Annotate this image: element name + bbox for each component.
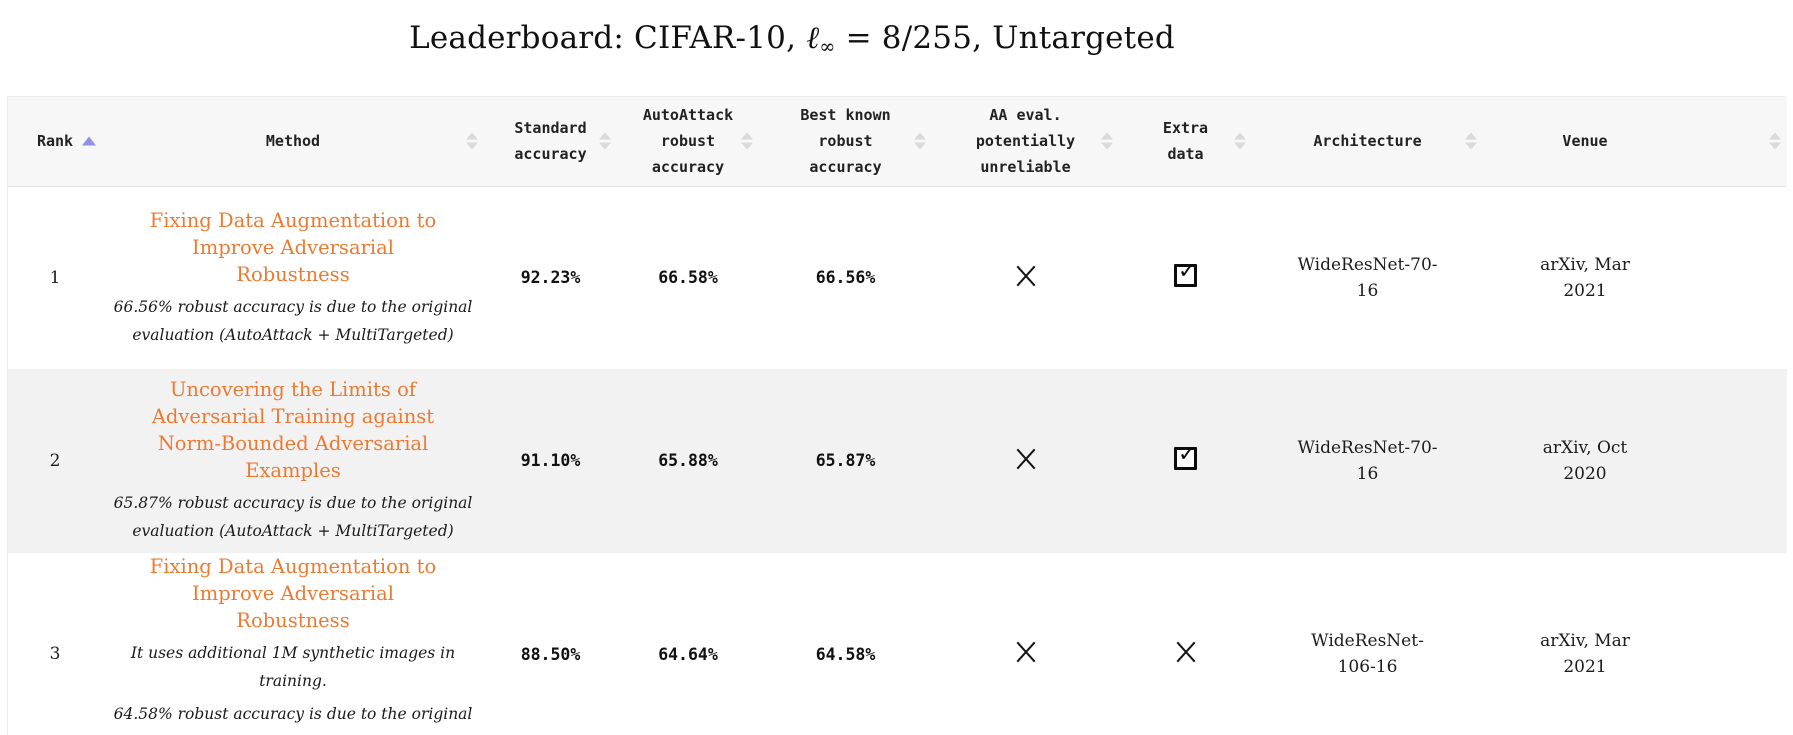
best-known-robust-accuracy-cell: 64.58% <box>759 552 932 735</box>
architecture-cell: WideResNet-106-16 <box>1252 552 1483 735</box>
table-row: 1 Fixing Data Augmentation to Improve Ad… <box>8 186 1787 370</box>
extra-data-cell: ✓ <box>1119 186 1252 370</box>
best-known-robust-accuracy-cell: 65.87% <box>759 369 932 553</box>
method-link[interactable]: Fixing Data Augmentation to Improve Adve… <box>149 554 437 632</box>
column-label: Rank <box>36 132 74 151</box>
table-row: 3 Fixing Data Augmentation to Improve Ad… <box>8 552 1787 735</box>
venue-cell: arXiv, Oct 2020 <box>1483 369 1787 553</box>
autoattack-robust-accuracy-cell: 65.88% <box>617 369 759 553</box>
check-icon: ✓ <box>1178 259 1197 284</box>
rank-cell: 3 <box>8 552 102 735</box>
cross-icon <box>1015 448 1037 470</box>
method-cell: Uncovering the Limits of Adversarial Tra… <box>102 369 484 553</box>
column-label: Extra data <box>1162 119 1209 164</box>
method-cell: Fixing Data Augmentation to Improve Adve… <box>102 552 484 735</box>
method-note: 65.87% robust accuracy is due to the ori… <box>113 494 473 540</box>
title-area: Leaderboard: CIFAR-10, ℓ∞ = 8/255, Untar… <box>7 0 1577 96</box>
best-known-robust-accuracy-cell: 66.56% <box>759 186 932 370</box>
sort-icon <box>914 132 926 150</box>
standard-accuracy-cell: 88.50% <box>484 552 617 735</box>
rank-cell: 1 <box>8 186 102 370</box>
column-label: Method <box>265 132 321 151</box>
architecture-cell: WideResNet-70-16 <box>1252 186 1483 370</box>
column-label: Venue <box>1562 132 1608 151</box>
sort-icon <box>599 132 611 150</box>
standard-accuracy-cell: 91.10% <box>484 369 617 553</box>
column-header-venue[interactable]: Venue <box>1483 97 1787 187</box>
method-note: 66.56% robust accuracy is due to the ori… <box>113 297 473 344</box>
method-note: 64.58% robust accuracy is due to the ori… <box>113 704 473 735</box>
sort-icon <box>1769 132 1781 150</box>
sort-icon <box>1101 132 1113 150</box>
sort-icon <box>741 132 753 150</box>
cross-icon <box>1015 641 1037 663</box>
title-lp-norm-subscript: ∞ <box>819 34 836 58</box>
column-label: Architecture <box>1313 132 1422 151</box>
sort-icon <box>1465 132 1477 150</box>
sort-ascending-icon <box>82 136 96 146</box>
column-header-method[interactable]: Method <box>102 97 484 187</box>
column-label: Best known robust accuracy <box>800 106 891 177</box>
aa-eval-unreliable-cell <box>932 186 1119 370</box>
architecture-cell: WideResNet-70-16 <box>1252 369 1483 553</box>
venue-cell: arXiv, Mar 2021 <box>1483 552 1787 735</box>
method-link[interactable]: Fixing Data Augmentation to Improve Adve… <box>149 208 437 286</box>
method-link[interactable]: Uncovering the Limits of Adversarial Tra… <box>151 378 435 482</box>
sort-icon <box>466 132 478 150</box>
leaderboard-table: Rank Method Standard accuracy AutoAttack… <box>7 96 1787 735</box>
method-cell: Fixing Data Augmentation to Improve Adve… <box>102 186 484 370</box>
column-label: Standard accuracy <box>514 119 587 164</box>
standard-accuracy-cell: 92.23% <box>484 186 617 370</box>
page-title: Leaderboard: CIFAR-10, ℓ∞ = 8/255, Untar… <box>7 20 1577 58</box>
title-suffix: = 8/255, Untargeted <box>835 20 1175 56</box>
column-label: AA eval. potentially unreliable <box>975 106 1076 177</box>
checkbox-checked-icon: ✓ <box>1174 260 1197 287</box>
title-lp-norm-symbol: ℓ <box>806 20 820 56</box>
rank-cell: 2 <box>8 369 102 553</box>
column-header-aa-eval-potentially-unreliable[interactable]: AA eval. potentially unreliable <box>932 97 1119 187</box>
check-icon: ✓ <box>1178 442 1197 467</box>
extra-data-cell: ✓ <box>1119 369 1252 553</box>
aa-eval-unreliable-cell <box>932 369 1119 553</box>
column-header-standard-accuracy[interactable]: Standard accuracy <box>484 97 617 187</box>
column-header-best-known-robust-accuracy[interactable]: Best known robust accuracy <box>759 97 932 187</box>
column-header-architecture[interactable]: Architecture <box>1252 97 1483 187</box>
aa-eval-unreliable-cell <box>932 552 1119 735</box>
venue-cell: arXiv, Mar 2021 <box>1483 186 1787 370</box>
table-row: 2 Uncovering the Limits of Adversarial T… <box>8 369 1787 553</box>
cross-icon <box>1015 265 1037 287</box>
autoattack-robust-accuracy-cell: 66.58% <box>617 186 759 370</box>
column-header-extra-data[interactable]: Extra data <box>1119 97 1252 187</box>
method-note: It uses additional 1M synthetic images i… <box>130 643 456 690</box>
extra-data-cell <box>1119 552 1252 735</box>
header-row: Rank Method Standard accuracy AutoAttack… <box>8 97 1787 187</box>
cross-icon <box>1175 641 1197 663</box>
column-label: AutoAttack robust accuracy <box>642 106 734 177</box>
checkbox-checked-icon: ✓ <box>1174 443 1197 470</box>
column-header-rank[interactable]: Rank <box>8 97 102 187</box>
title-prefix: Leaderboard: CIFAR-10, <box>409 20 807 56</box>
sort-icon <box>1234 132 1246 150</box>
column-header-autoattack-robust-accuracy[interactable]: AutoAttack robust accuracy <box>617 97 759 187</box>
autoattack-robust-accuracy-cell: 64.64% <box>617 552 759 735</box>
